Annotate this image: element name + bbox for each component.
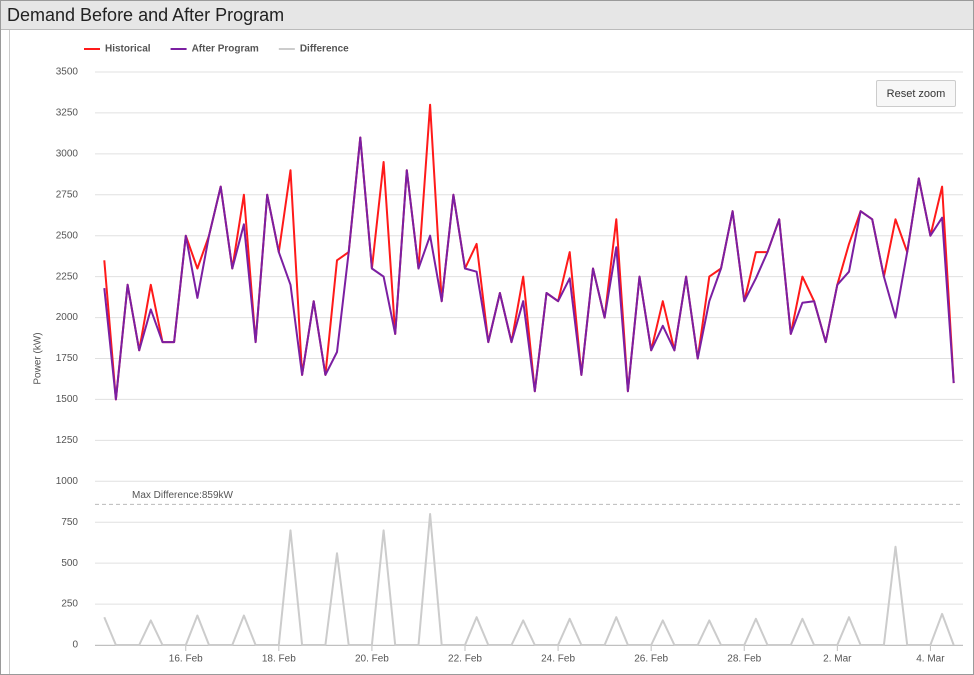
- legend-item[interactable]: Historical: [105, 44, 151, 55]
- series-line: [103, 136, 955, 401]
- y-axis-label: Power (kW): [33, 332, 44, 384]
- y-tick-label: 3000: [56, 148, 79, 159]
- legend-item[interactable]: Difference: [300, 44, 349, 55]
- y-tick-label: 500: [61, 558, 78, 569]
- y-tick-label: 3500: [56, 67, 79, 78]
- y-tick-label: 3250: [56, 108, 79, 119]
- series-line: [103, 103, 955, 401]
- x-tick-label: 26. Feb: [634, 654, 668, 665]
- x-tick-label: 28. Feb: [727, 654, 761, 665]
- x-tick-label: 18. Feb: [262, 654, 296, 665]
- max-difference-label: Max Difference:859kW: [132, 490, 234, 501]
- chart-panel: [9, 30, 972, 674]
- x-tick-label: 20. Feb: [355, 654, 389, 665]
- x-tick-label: 16. Feb: [169, 654, 203, 665]
- reset-zoom-button[interactable]: Reset zoom: [876, 80, 956, 107]
- y-tick-label: 2750: [56, 189, 79, 200]
- y-tick-label: 2500: [56, 230, 79, 241]
- y-tick-label: 2000: [56, 312, 79, 323]
- x-tick-label: 22. Feb: [448, 654, 482, 665]
- y-tick-label: 750: [61, 517, 78, 528]
- x-tick-label: 4. Mar: [916, 654, 945, 665]
- series-line: [103, 513, 955, 646]
- y-tick-label: 2250: [56, 271, 79, 282]
- y-tick-label: 0: [72, 640, 78, 651]
- window-title: Demand Before and After Program: [7, 5, 285, 25]
- y-tick-label: 1250: [56, 435, 79, 446]
- y-tick-label: 1750: [56, 353, 79, 364]
- x-tick-label: 24. Feb: [541, 654, 575, 665]
- y-tick-label: 1500: [56, 394, 79, 405]
- y-tick-label: 250: [61, 599, 78, 610]
- x-tick-label: 2. Mar: [823, 654, 852, 665]
- legend-item[interactable]: After Program: [192, 44, 259, 55]
- title-bar: Demand Before and After Program: [1, 1, 973, 30]
- y-tick-label: 1000: [56, 476, 79, 487]
